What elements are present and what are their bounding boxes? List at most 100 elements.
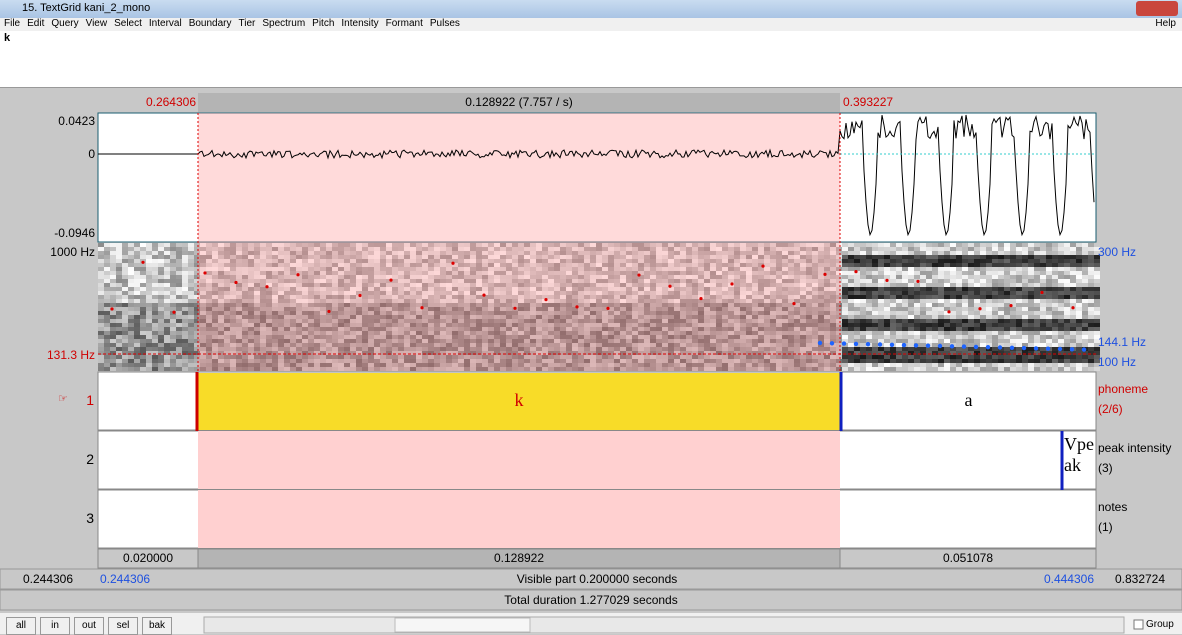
spectrogram-cell — [998, 339, 1004, 343]
spectrogram-cell — [872, 267, 878, 271]
spectrogram-cell — [116, 247, 122, 251]
spectrogram-cell — [938, 283, 944, 287]
spectrogram-cell — [1004, 255, 1010, 259]
spectrogram-cell — [182, 323, 188, 327]
spectrogram-cell — [998, 319, 1004, 323]
spectrogram-cell — [146, 327, 152, 331]
spectrogram-cell — [188, 295, 194, 299]
spectrogram-cell — [962, 255, 968, 259]
spectrogram-cell — [134, 359, 140, 363]
spectrogram-cell — [872, 311, 878, 315]
spectrogram-cell — [896, 355, 902, 359]
spectrogram-cell — [938, 319, 944, 323]
spectrogram-cell — [104, 247, 110, 251]
spectrogram-cell — [176, 339, 182, 343]
spectrogram-cell — [98, 359, 104, 363]
spectrogram-cell — [866, 311, 872, 315]
spectrogram-cell — [188, 307, 194, 311]
spectrogram-cell — [998, 295, 1004, 299]
spectrogram-cell — [878, 275, 884, 279]
spectrogram-cell — [920, 295, 926, 299]
spectrogram-cell — [182, 367, 188, 371]
spectrogram-cell — [968, 283, 974, 287]
spectrogram-cell — [128, 263, 134, 267]
spectrogram-cell — [176, 323, 182, 327]
spectrogram-cell — [848, 263, 854, 267]
spectrogram-cell — [110, 283, 116, 287]
spectrogram-cell — [962, 299, 968, 303]
spectrogram-cell — [182, 267, 188, 271]
spectrogram-cell — [944, 279, 950, 283]
spectrogram-cell — [884, 295, 890, 299]
spectrogram-cell — [878, 367, 884, 371]
spectrogram-cell — [122, 259, 128, 263]
spectrogram-cell — [164, 295, 170, 299]
spectrogram-cell — [896, 255, 902, 259]
spectrogram-cell — [974, 295, 980, 299]
spectrogram-cell — [1022, 359, 1028, 363]
spectrogram-cell — [920, 251, 926, 255]
spectrogram-cell — [158, 251, 164, 255]
spectrogram-cell — [1028, 243, 1034, 247]
spectrogram-cell — [866, 283, 872, 287]
spectrogram-cell — [956, 299, 962, 303]
spectrogram-cell — [902, 243, 908, 247]
spectrogram-cell — [848, 339, 854, 343]
spectrogram-cell — [104, 327, 110, 331]
spectrogram-cell — [950, 271, 956, 275]
spectrogram-cell — [914, 363, 920, 367]
spectrogram-cell — [872, 367, 878, 371]
spectrogram-cell — [878, 311, 884, 315]
spectrogram-cell — [152, 343, 158, 347]
spectrogram-cell — [188, 283, 194, 287]
spectrogram-cell — [980, 363, 986, 367]
spectrogram-cell — [926, 331, 932, 335]
spectrogram-cell — [854, 367, 860, 371]
spectrogram-cell — [128, 251, 134, 255]
spectrogram-cell — [944, 251, 950, 255]
spectrogram-cell — [128, 323, 134, 327]
spectrogram-cell — [998, 331, 1004, 335]
spectrogram-cell — [932, 347, 938, 351]
spectrogram-cell — [902, 331, 908, 335]
spectrogram-cell — [860, 291, 866, 295]
spectrogram-cell — [908, 339, 914, 343]
spectrogram-cell — [998, 307, 1004, 311]
spectrogram-cell — [926, 255, 932, 259]
spectrogram-cell — [938, 259, 944, 263]
spectrogram-cell — [890, 327, 896, 331]
spectrogram-cell — [860, 295, 866, 299]
spectrogram-cell — [872, 343, 878, 347]
spectrogram-cell — [902, 315, 908, 319]
spectrogram-cell — [890, 307, 896, 311]
spectrogram-cell — [1010, 363, 1016, 367]
spectrogram-cell — [122, 339, 128, 343]
spectrogram-cell — [110, 279, 116, 283]
spectrogram-cell — [146, 343, 152, 347]
spectrogram-cell — [1010, 319, 1016, 323]
spectrogram-cell — [980, 251, 986, 255]
spectrogram-cell — [872, 299, 878, 303]
spectrogram-cell — [182, 247, 188, 251]
spectrogram-cell — [842, 303, 848, 307]
spectrogram-cell — [926, 299, 932, 303]
spectrogram-cell — [956, 367, 962, 371]
spectrogram-cell — [152, 311, 158, 315]
spectrogram-cell — [164, 287, 170, 291]
spectrogram-cell — [926, 295, 932, 299]
spectrogram-cell — [956, 279, 962, 283]
spectrogram-cell — [182, 347, 188, 351]
spectrogram-cell — [176, 327, 182, 331]
spectrogram-cell — [950, 307, 956, 311]
spectrogram-cell — [986, 367, 992, 371]
spectrogram-cell — [998, 243, 1004, 247]
spectrogram-cell — [980, 295, 986, 299]
spectrogram-cell — [866, 263, 872, 267]
spectrogram-cell — [1010, 267, 1016, 271]
spectrogram-cell — [866, 243, 872, 247]
spectrogram-cell — [188, 259, 194, 263]
spectrogram-cell — [956, 307, 962, 311]
spectrogram-cell — [950, 303, 956, 307]
spectrogram-cell — [152, 275, 158, 279]
spectrogram-cell — [1016, 275, 1022, 279]
